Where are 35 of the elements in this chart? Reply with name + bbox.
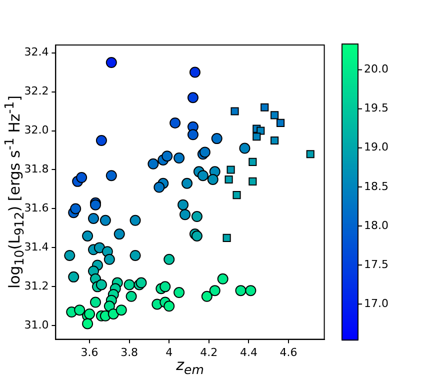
y-tick-label: 32.4: [24, 46, 49, 59]
x-tick-label: 4.6: [280, 346, 298, 359]
y-tick-label: 32.0: [24, 124, 49, 137]
y-tick-label: 31.0: [24, 318, 49, 332]
color-bar-label: 20.0: [364, 62, 388, 76]
color-bar-label: 18.0: [364, 218, 388, 232]
y-tick-label: 31.6: [24, 202, 49, 215]
point: [270, 136, 279, 145]
x-axis-title: z$_{em}$: [176, 356, 204, 377]
point: [230, 107, 239, 116]
x-tick-label: 3.6: [80, 346, 98, 359]
point: [252, 132, 261, 141]
y-tick-label: 31.4: [24, 240, 49, 254]
color-bar-label: 18.5: [364, 180, 388, 193]
color-bar-label: 17.5: [364, 258, 388, 271]
point: [226, 166, 235, 174]
point: [276, 118, 285, 127]
point: [224, 175, 233, 184]
color-bar-label: 19.5: [364, 102, 388, 115]
point: [270, 111, 279, 120]
point: [222, 234, 231, 242]
y-tick-label: 32.2: [24, 84, 49, 98]
point: [306, 150, 314, 158]
y-tick-label: 31.8: [24, 162, 49, 176]
color-bar-label: 19.0: [364, 140, 388, 154]
x-tick-label: 4: [166, 346, 173, 359]
point: [232, 191, 241, 200]
x-tick-label: 4.4: [240, 346, 258, 359]
x-tick-label: 4.2: [200, 346, 218, 359]
point: [248, 158, 257, 166]
x-tick-label: 3.8: [120, 346, 138, 359]
point: [248, 177, 257, 186]
y-tick-label: 31.2: [24, 280, 49, 293]
color-bar-label: 17.0: [364, 296, 388, 310]
point: [260, 103, 269, 112]
